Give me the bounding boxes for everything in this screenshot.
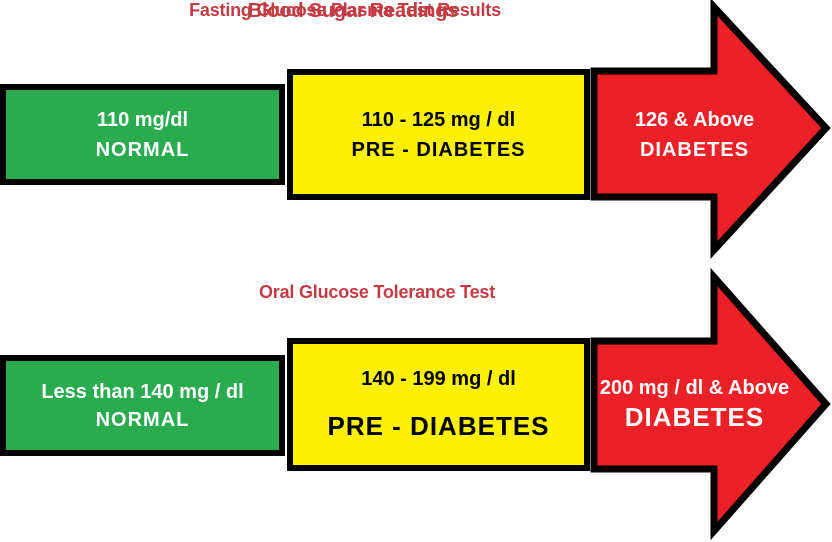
oral-normal-label: NORMAL	[95, 408, 190, 431]
fasting-diabetes-value: 126 & Above	[634, 108, 755, 131]
oral-prediabetes-value: 140 - 199 mg / dl	[361, 368, 516, 391]
fasting-diabetes-label: DIABETES	[639, 138, 750, 161]
oral-prediabetes-label: PRE - DIABETES	[327, 411, 550, 442]
fasting-prediabetes-box: 110 - 125 mg / dl PRE - DIABETES	[287, 69, 590, 200]
fasting-diabetes-arrow	[590, 0, 831, 259]
oral-diabetes-label-group: 200 mg / dl & Above DIABETES	[592, 338, 797, 471]
fasting-prediabetes-label: PRE - DIABETES	[351, 138, 526, 161]
fasting-normal-value: 110 mg/dl	[96, 108, 189, 131]
fasting-test-subtitle: Fasting Glucose Plasma Test Results	[189, 0, 501, 20]
oral-diabetes-value: 200 mg / dl & Above	[599, 377, 790, 400]
fasting-prediabetes-value: 110 - 125 mg / dl	[361, 108, 516, 131]
oral-diabetes-arrow	[590, 267, 831, 541]
oral-test-title: Oral Glucose Tolerance Test	[258, 282, 496, 302]
oral-normal-value: Less than 140 mg / dl	[41, 380, 244, 403]
oral-prediabetes-box: 140 - 199 mg / dl PRE - DIABETES	[287, 338, 590, 471]
oral-normal-box: Less than 140 mg / dl NORMAL	[0, 355, 285, 456]
fasting-diabetes-label-group: 126 & Above DIABETES	[592, 69, 797, 200]
page-title: Blood Sugar Readings	[247, 0, 459, 22]
fasting-normal-label: NORMAL	[95, 138, 190, 161]
right-arrow-icon	[590, 267, 831, 541]
right-arrow-icon	[590, 0, 831, 259]
oral-diabetes-label: DIABETES	[624, 402, 765, 433]
fasting-normal-box: 110 mg/dl NORMAL	[0, 84, 285, 185]
